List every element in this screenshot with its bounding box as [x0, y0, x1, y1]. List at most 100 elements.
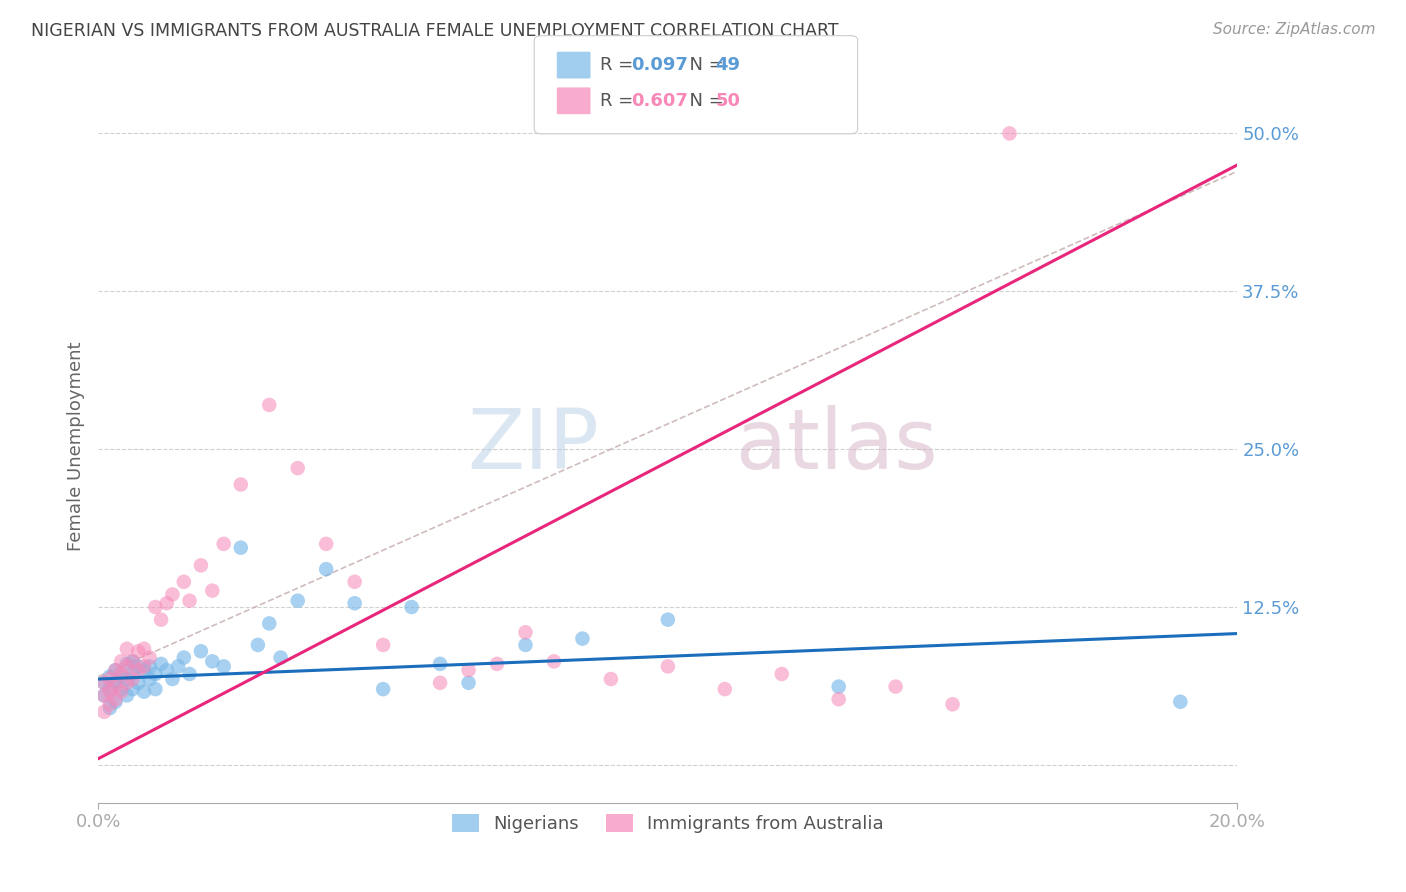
- Text: ZIP: ZIP: [468, 406, 599, 486]
- Point: [162, 672, 184, 686]
- Point: [121, 667, 143, 681]
- Point: [270, 650, 292, 665]
- Point: [121, 672, 143, 686]
- Point: [287, 593, 309, 607]
- Point: [212, 537, 235, 551]
- Point: [515, 638, 537, 652]
- Point: [110, 684, 132, 698]
- Point: [138, 672, 160, 686]
- Point: [98, 701, 121, 715]
- Point: [287, 461, 309, 475]
- Point: [429, 675, 451, 690]
- Point: [115, 689, 138, 703]
- Point: [828, 692, 851, 706]
- Text: Source: ZipAtlas.com: Source: ZipAtlas.com: [1212, 22, 1375, 37]
- Point: [162, 587, 184, 601]
- Point: [104, 675, 127, 690]
- Point: [138, 650, 160, 665]
- Point: [115, 675, 138, 690]
- Point: [121, 654, 143, 668]
- Point: [115, 657, 138, 671]
- Point: [259, 398, 281, 412]
- Point: [657, 659, 679, 673]
- Point: [104, 695, 127, 709]
- Point: [127, 659, 149, 673]
- Point: [571, 632, 593, 646]
- Legend: Nigerians, Immigrants from Australia: Nigerians, Immigrants from Australia: [444, 806, 891, 840]
- Point: [156, 596, 179, 610]
- Point: [104, 663, 127, 677]
- Point: [138, 659, 160, 673]
- Point: [132, 641, 155, 656]
- Point: [401, 600, 423, 615]
- Point: [132, 659, 155, 673]
- Text: 50: 50: [716, 92, 741, 110]
- Text: R =: R =: [600, 56, 640, 74]
- Point: [93, 675, 115, 690]
- Point: [115, 641, 138, 656]
- Point: [93, 675, 115, 690]
- Point: [145, 600, 167, 615]
- Point: [543, 654, 565, 668]
- Point: [121, 682, 143, 697]
- Point: [828, 680, 851, 694]
- Text: NIGERIAN VS IMMIGRANTS FROM AUSTRALIA FEMALE UNEMPLOYMENT CORRELATION CHART: NIGERIAN VS IMMIGRANTS FROM AUSTRALIA FE…: [31, 22, 838, 40]
- Point: [343, 596, 366, 610]
- Point: [229, 541, 252, 555]
- Point: [115, 659, 138, 673]
- Point: [229, 477, 252, 491]
- Point: [93, 705, 115, 719]
- Point: [98, 669, 121, 683]
- Point: [343, 574, 366, 589]
- Point: [110, 667, 132, 681]
- Point: [190, 558, 212, 573]
- Point: [1170, 695, 1192, 709]
- Point: [998, 127, 1021, 141]
- Point: [156, 663, 179, 677]
- Point: [98, 672, 121, 686]
- Point: [93, 689, 115, 703]
- Point: [150, 613, 173, 627]
- Point: [104, 663, 127, 677]
- Text: atlas: atlas: [737, 406, 938, 486]
- Point: [190, 644, 212, 658]
- Y-axis label: Female Unemployment: Female Unemployment: [66, 342, 84, 550]
- Point: [110, 669, 132, 683]
- Text: 0.097: 0.097: [631, 56, 688, 74]
- Text: 0.607: 0.607: [631, 92, 688, 110]
- Point: [714, 682, 737, 697]
- Point: [600, 672, 623, 686]
- Point: [486, 657, 509, 671]
- Point: [173, 650, 195, 665]
- Point: [373, 682, 395, 697]
- Point: [167, 659, 190, 673]
- Point: [212, 659, 235, 673]
- Point: [98, 682, 121, 697]
- Point: [315, 537, 337, 551]
- Point: [246, 638, 269, 652]
- Point: [127, 663, 149, 677]
- Point: [942, 698, 965, 712]
- Point: [515, 625, 537, 640]
- Point: [121, 654, 143, 668]
- Point: [98, 684, 121, 698]
- Point: [132, 663, 155, 677]
- Point: [104, 680, 127, 694]
- Point: [770, 667, 793, 681]
- Point: [259, 616, 281, 631]
- Point: [110, 654, 132, 668]
- Text: R =: R =: [600, 92, 640, 110]
- Point: [150, 657, 173, 671]
- Point: [93, 689, 115, 703]
- Point: [115, 672, 138, 686]
- Point: [179, 593, 201, 607]
- Point: [373, 638, 395, 652]
- Text: N =: N =: [678, 56, 730, 74]
- Point: [201, 583, 224, 598]
- Point: [173, 574, 195, 589]
- Point: [132, 684, 155, 698]
- Point: [179, 667, 201, 681]
- Text: N =: N =: [678, 92, 730, 110]
- Point: [98, 698, 121, 712]
- Point: [657, 613, 679, 627]
